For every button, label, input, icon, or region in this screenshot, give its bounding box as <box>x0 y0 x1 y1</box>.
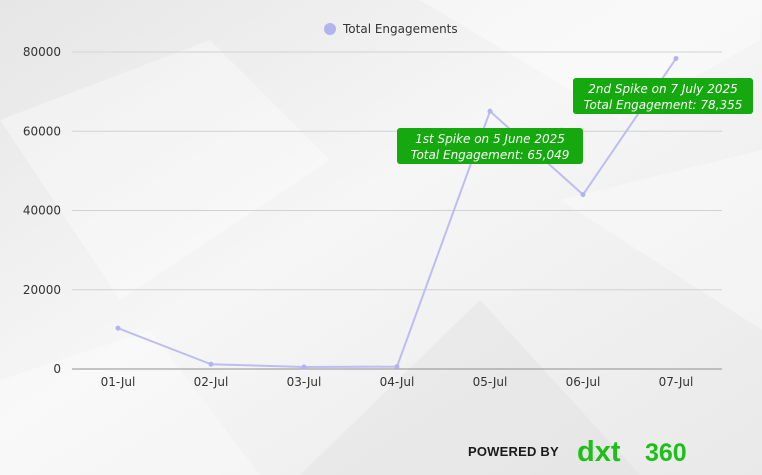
data-point-05-jul[interactable] <box>487 108 493 114</box>
x-axis: 01-Jul 02-Jul 03-Jul 04-Jul 05-Jul 06-Ju… <box>101 375 694 389</box>
annotation-second-spike-box <box>573 78 753 114</box>
legend-marker <box>324 23 336 35</box>
x-tick-label-02-jul: 02-Jul <box>194 375 229 389</box>
y-tick-label-0: 0 <box>53 362 61 376</box>
annotation-first-spike: 1st Spike on 5 June 2025 Total Engagemen… <box>397 128 583 164</box>
data-point-01-jul[interactable] <box>115 325 121 331</box>
x-tick-label-03-jul: 03-Jul <box>287 375 322 389</box>
annotation-second-spike: 2nd Spike on 7 July 2025 Total Engagemen… <box>573 78 753 114</box>
x-tick-label-07-jul: 07-Jul <box>659 375 694 389</box>
annotation-second-spike-line-2: Total Engagement: 78,355 <box>584 98 743 112</box>
data-points <box>115 56 679 370</box>
data-point-07-jul[interactable] <box>673 56 679 62</box>
annotation-second-spike-line-1: 2nd Spike on 7 July 2025 <box>588 82 738 96</box>
data-point-04-jul[interactable] <box>394 364 400 370</box>
powered-by-label: POWERED BY <box>468 443 559 459</box>
dxt360-logo: dxt 360 <box>577 436 701 466</box>
legend[interactable]: Total Engagements <box>324 22 458 36</box>
data-point-06-jul[interactable] <box>580 192 586 198</box>
y-axis: 0 20000 40000 60000 80000 <box>23 45 61 376</box>
annotation-first-spike-box <box>397 128 583 164</box>
legend-label-total-engagements: Total Engagements <box>342 22 458 36</box>
y-tick-label-4: 80000 <box>23 45 61 59</box>
annotation-first-spike-line-1: 1st Spike on 5 June 2025 <box>415 132 565 146</box>
logo-suffix: 360 <box>645 439 687 466</box>
y-tick-label-1: 20000 <box>23 283 61 297</box>
x-tick-label-06-jul: 06-Jul <box>566 375 601 389</box>
x-tick-label-05-jul: 05-Jul <box>473 375 508 389</box>
y-tick-label-3: 60000 <box>23 124 61 138</box>
footer: POWERED BY dxt 360 <box>468 434 701 468</box>
x-tick-label-01-jul: 01-Jul <box>101 375 136 389</box>
data-point-02-jul[interactable] <box>208 361 214 367</box>
x-tick-label-04-jul: 04-Jul <box>380 375 415 389</box>
logo-prefix: dxt <box>577 436 621 466</box>
y-tick-label-2: 40000 <box>23 204 61 218</box>
annotation-first-spike-line-2: Total Engagement: 65,049 <box>411 148 570 162</box>
data-point-03-jul[interactable] <box>301 364 307 370</box>
